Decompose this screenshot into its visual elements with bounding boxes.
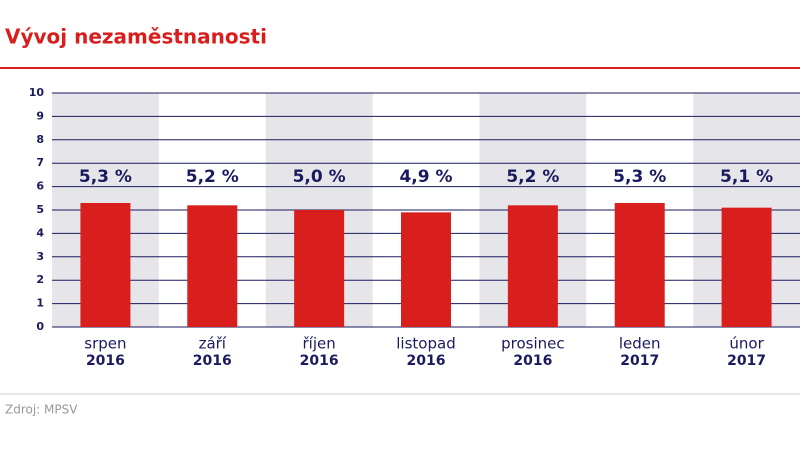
value-label: 4,9 %: [399, 167, 452, 187]
y-tick-label: 6: [36, 180, 44, 193]
bar: [614, 202, 665, 327]
value-label: 5,3 %: [613, 167, 666, 187]
y-tick-label: 9: [36, 109, 44, 122]
value-label: 5,2 %: [506, 167, 559, 187]
y-tick-label: 4: [36, 226, 44, 239]
y-tick-label: 3: [36, 250, 44, 263]
chart-title: Vývoj nezaměstnanosti: [5, 25, 267, 49]
bar: [294, 210, 345, 327]
bar: [401, 212, 451, 327]
x-tick-label: listopad: [396, 335, 455, 353]
x-tick-label: říjen: [303, 335, 336, 353]
bar: [721, 207, 772, 327]
x-tick-label: únor: [729, 335, 764, 353]
y-tick-label: 8: [36, 133, 44, 146]
value-label: 5,3 %: [79, 167, 132, 187]
bar: [80, 202, 131, 327]
x-tick-year: 2016: [407, 353, 446, 369]
x-tick-year: 2016: [300, 353, 339, 369]
source: Zdroj: MPSV: [5, 403, 78, 417]
x-tick-year: 2016: [193, 353, 232, 369]
x-tick-year: 2016: [86, 353, 125, 369]
y-tick-label: 10: [29, 86, 45, 99]
y-tick-label: 1: [36, 297, 44, 310]
value-label: 5,1 %: [720, 167, 773, 187]
value-label: 5,0 %: [293, 167, 346, 187]
x-tick-label: srpen: [84, 335, 126, 353]
y-tick-label: 2: [36, 273, 44, 286]
x-tick-year: 2017: [620, 353, 659, 369]
bar: [187, 205, 238, 327]
x-tick-label: leden: [619, 335, 661, 353]
x-tick-year: 2016: [513, 353, 552, 369]
y-tick-label: 0: [36, 320, 44, 333]
x-tick-label: prosinec: [501, 335, 565, 353]
value-label: 5,2 %: [186, 167, 239, 187]
y-tick-label: 5: [36, 203, 44, 216]
x-tick-label: září: [199, 335, 227, 353]
y-tick-label: 7: [36, 156, 44, 169]
bar: [507, 205, 558, 327]
x-tick-year: 2017: [727, 353, 766, 369]
